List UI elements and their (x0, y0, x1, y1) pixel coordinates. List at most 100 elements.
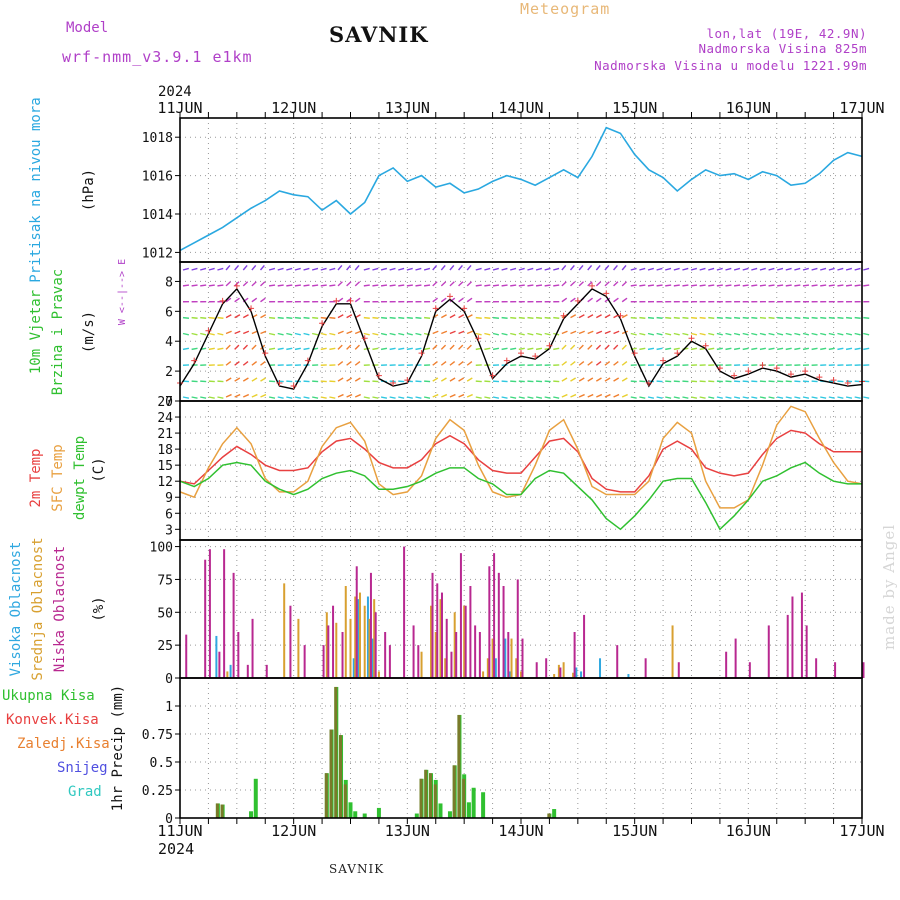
cloud-low-bar (223, 549, 226, 678)
wind-arrow (802, 396, 810, 399)
wind-arrow (656, 316, 663, 319)
cloud-low-bar (185, 634, 188, 678)
side-labels: Pritisak na nivou mora (hPa) 10m Vjetar Brz… (2, 97, 128, 811)
wind-arrow (337, 344, 343, 350)
wind-arrow (354, 377, 361, 382)
wind-arrow (621, 314, 628, 319)
cloud-low-bar (474, 625, 477, 678)
cloud-low-bar (237, 632, 240, 678)
wind-arrow (242, 361, 249, 366)
elevation-info: Nadmorska Visina 825m (698, 41, 867, 56)
wind-arrow (277, 267, 284, 271)
precip-conv-bar (429, 773, 433, 818)
wind-arrow (725, 316, 732, 319)
cloud-mid-bar (358, 592, 361, 678)
wind-gust-marker (716, 365, 723, 372)
wind-arrow (673, 284, 680, 287)
wind-arrow (569, 264, 575, 271)
y-tick-label: 0 (165, 395, 173, 410)
wind-arrow (217, 396, 224, 399)
wind-arrow (837, 284, 844, 287)
cloud-low-bar (805, 625, 808, 678)
wind-arrow (613, 361, 619, 366)
wind-arrow (251, 344, 257, 350)
wind-arrow (587, 330, 594, 335)
cloud-high-bar (627, 674, 630, 678)
wind-arrow (449, 330, 456, 335)
wind-arrow (785, 267, 792, 271)
wind-arrow (863, 267, 870, 271)
cloud-low-bar (445, 618, 448, 678)
temp-2m-line (179, 429, 862, 493)
wind-gust-marker (276, 380, 283, 387)
precip-total-bar (376, 807, 381, 818)
wind-arrow (699, 396, 706, 399)
wind-arrow (277, 332, 284, 336)
wind-arrow (587, 297, 593, 303)
wind-arrow (389, 396, 396, 399)
cloud-low-bar (469, 586, 472, 678)
wind-arrow (182, 396, 190, 399)
wind-arrow (337, 330, 344, 335)
cloud-mid-bar (453, 612, 456, 678)
wind-arrow (466, 314, 473, 319)
pressure-unit: (hPa) (81, 169, 97, 211)
wind-arrow (716, 396, 723, 399)
wind-arrow (570, 314, 577, 319)
cloud-low-label: Niska Oblacnost (52, 546, 68, 672)
wind-arrow (733, 332, 741, 336)
cloud-low-bar (497, 572, 500, 678)
wind-arrow (725, 396, 732, 399)
wind-arrow (380, 347, 388, 351)
cloud-low-bar (455, 632, 458, 678)
wind-arrow (716, 332, 723, 336)
wind-arrow (432, 264, 438, 271)
wind-arrow (389, 347, 396, 351)
wind-arrow (595, 377, 602, 382)
wind-arrow (484, 396, 491, 399)
precip-conv-bar (433, 784, 437, 818)
wind-arrow (725, 284, 732, 287)
cloud-low-bar (459, 553, 462, 678)
cloud-low-bar (322, 645, 325, 678)
x-label-top: 14JUN (498, 99, 543, 117)
wind-arrow (561, 377, 568, 382)
wind-arrow (501, 332, 508, 336)
wind-arrow (768, 396, 775, 399)
wind-arrow (432, 344, 438, 350)
wind-arrow (312, 396, 319, 399)
wind-gust-marker (660, 357, 667, 364)
wind-arrow (320, 316, 327, 319)
wind-arrow (415, 267, 422, 271)
wind-arrow (734, 316, 741, 319)
wind-arrow (587, 393, 594, 398)
wind-gust-marker (787, 371, 794, 378)
wind-arrow (561, 264, 567, 271)
wind-arrow (751, 347, 758, 351)
wind-arrow (337, 281, 343, 287)
wind-arrow (191, 316, 198, 319)
wind-gust-marker (745, 368, 752, 375)
wind-gust-marker (688, 335, 695, 342)
wind-arrow (785, 316, 792, 319)
wind-arrow (372, 396, 379, 399)
wind-arrow (234, 393, 241, 398)
wind-arrow (294, 332, 301, 336)
wind-arrow (604, 393, 611, 398)
wind-arrow (759, 267, 766, 271)
wind-arrow (303, 316, 310, 319)
wind-arrow (492, 316, 500, 319)
precip-conv-bar (215, 803, 219, 818)
cloud-low-bar (303, 645, 306, 678)
wind-arrow (251, 377, 258, 382)
cloud-mid-bar (430, 605, 433, 678)
wind-arrow (699, 332, 706, 336)
wind-arrow (613, 377, 620, 382)
cloud-low-bar (559, 667, 562, 678)
wind-arrow (191, 347, 198, 351)
wind-arrow (312, 316, 319, 319)
cloud-low-bar (403, 546, 406, 678)
cloud-low-bar (232, 572, 235, 678)
wind-arrow (337, 314, 344, 319)
wind-arrow (828, 396, 835, 399)
